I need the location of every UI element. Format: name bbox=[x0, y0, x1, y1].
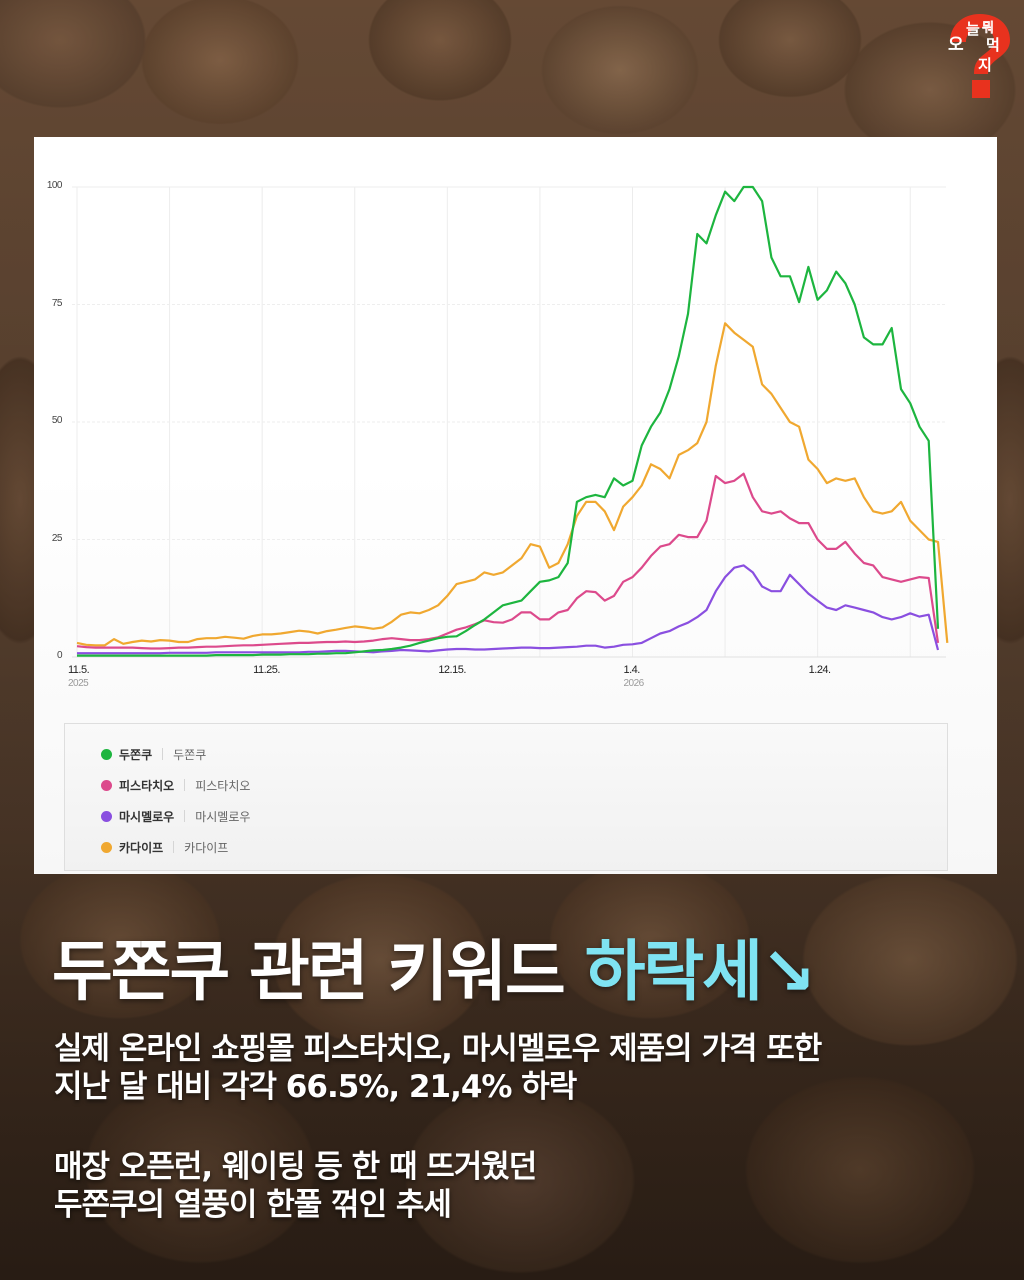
legend-sublabel: 마시멜로우 bbox=[195, 809, 251, 824]
chart-legend: 두쫀쿠 두쫀쿠 피스타치오 피스타치오 마시멜로우 마시멜로우 카다이프 카다이… bbox=[64, 723, 948, 871]
y-tick-label: 100 bbox=[46, 180, 63, 191]
legend-sublabel: 카다이프 bbox=[184, 840, 229, 855]
svg-text:지: 지 bbox=[978, 56, 992, 74]
brand-logo: 오 늘 뭐 먹 지 bbox=[944, 10, 1016, 102]
body-line: 두쫀쿠의 열풍이 한풀 꺾인 추세 bbox=[54, 1187, 452, 1223]
svg-text:늘: 늘 bbox=[966, 20, 980, 38]
legend-label: 마시멜로우 bbox=[119, 809, 175, 824]
headline: 두쫀쿠 관련 키워드 하락세↘ bbox=[52, 918, 816, 1014]
legend-item-marshmallow[interactable]: 마시멜로우 마시멜로우 bbox=[101, 806, 250, 826]
legend-item-dujjonku[interactable]: 두쫀쿠 두쫀쿠 bbox=[101, 744, 206, 764]
legend-divider bbox=[173, 841, 175, 853]
x-tick-year: 2025 bbox=[68, 678, 89, 689]
legend-item-pistachio[interactable]: 피스타치오 피스타치오 bbox=[101, 775, 250, 795]
question-mark-logo-icon: 오 늘 뭐 먹 지 bbox=[948, 14, 1010, 98]
x-tick-label: 1.24. bbox=[808, 664, 831, 676]
y-tick-label: 0 bbox=[56, 650, 63, 661]
body-line: 매장 오픈런, 웨이팅 등 한 때 뜨거웠던 bbox=[54, 1149, 537, 1185]
legend-dot-icon bbox=[101, 841, 112, 853]
body-line: 실제 온라인 쇼핑몰 피스타치오, 마시멜로우 제품의 가격 또한 bbox=[54, 1031, 822, 1067]
y-tick-label: 75 bbox=[51, 297, 63, 309]
series-line-2 bbox=[77, 564, 940, 655]
legend-dot-icon bbox=[101, 779, 112, 791]
legend-sublabel: 피스타치오 bbox=[195, 778, 251, 793]
legend-divider bbox=[184, 810, 186, 822]
chart-card: 100 75 50 25 0 11.5. 2025 11.25. 12.15. 1.4. 2026 1… bbox=[34, 137, 997, 874]
legend-divider bbox=[162, 748, 164, 760]
legend-dot-icon bbox=[101, 810, 112, 822]
x-tick-label: 11.25. bbox=[253, 664, 280, 676]
svg-text:오: 오 bbox=[948, 35, 964, 55]
legend-dot-icon bbox=[101, 748, 112, 760]
headline-accent: 하락세↘ bbox=[584, 933, 816, 1010]
legend-label: 카다이프 bbox=[119, 840, 164, 855]
series-line-3 bbox=[76, 322, 949, 647]
headline-main: 두쫀쿠 관련 키워드 bbox=[52, 933, 585, 1010]
svg-text:뭐: 뭐 bbox=[982, 21, 994, 36]
body-paragraph-2: 매장 오픈런, 웨이팅 등 한 때 뜨거웠던 두쫀쿠의 열풍이 한풀 꺾인 추세 bbox=[54, 1148, 537, 1224]
svg-text:먹: 먹 bbox=[986, 36, 1000, 54]
legend-divider bbox=[184, 779, 186, 791]
body-paragraph-1: 실제 온라인 쇼핑몰 피스타치오, 마시멜로우 제품의 가격 또한 지난 달 대… bbox=[54, 1030, 822, 1106]
legend-sublabel: 두쫀쿠 bbox=[173, 747, 207, 762]
series-line-0 bbox=[77, 185, 940, 657]
line-chart bbox=[72, 185, 949, 658]
legend-item-kadayif[interactable]: 카다이프 카다이프 bbox=[101, 837, 228, 857]
y-tick-label: 25 bbox=[51, 532, 63, 544]
x-tick-label: 11.5. bbox=[68, 664, 90, 676]
series-line-1 bbox=[76, 472, 940, 650]
legend-label: 피스타치오 bbox=[119, 778, 175, 793]
x-tick-year: 2026 bbox=[623, 678, 644, 689]
x-tick-label: 1.4. bbox=[623, 664, 640, 676]
legend-label: 두쫀쿠 bbox=[119, 747, 153, 762]
y-tick-label: 50 bbox=[51, 415, 63, 426]
body-line: 지난 달 대비 각각 66.5%, 21,4% 하락 bbox=[54, 1069, 577, 1105]
x-tick-label: 12.15. bbox=[438, 664, 466, 676]
